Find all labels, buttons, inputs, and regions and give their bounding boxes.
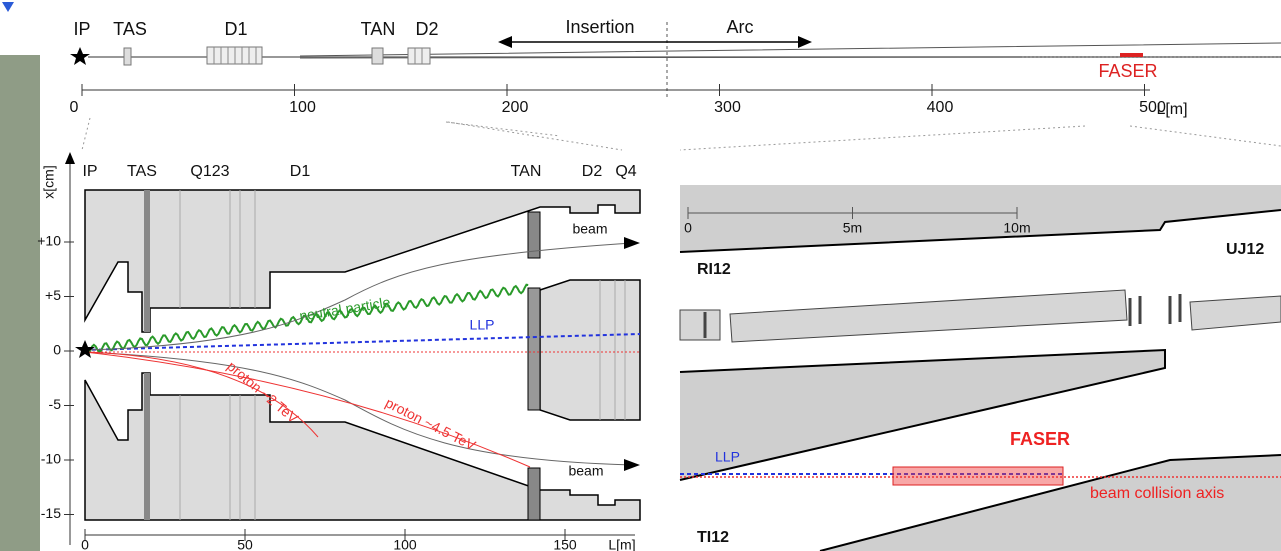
label: IP <box>73 19 90 39</box>
tick-label: 0 <box>53 342 61 358</box>
tick-label: 0 <box>81 537 89 551</box>
cavern-label: TI12 <box>697 529 729 546</box>
ip-star <box>75 340 95 358</box>
element-label: TAS <box>127 163 157 180</box>
tick-label: 100 <box>289 99 316 116</box>
tick-label: -5 <box>49 396 62 412</box>
llp-track <box>84 333 641 351</box>
tick-label: 0 <box>684 220 692 236</box>
photo-strip <box>0 55 40 551</box>
element-label: Q123 <box>190 163 229 180</box>
tick-label: 200 <box>502 99 529 116</box>
axis-unit: L[m] <box>1156 101 1187 118</box>
tick-label: +5 <box>45 287 61 303</box>
proton-low-track <box>84 351 319 438</box>
proton-high-track <box>84 351 531 468</box>
tick-label: 300 <box>714 99 741 116</box>
arc-label: Arc <box>727 17 754 37</box>
element-label: D2 <box>582 163 603 180</box>
element-label: Q4 <box>615 163 636 180</box>
faser-label: FASER <box>1098 61 1157 81</box>
element-label: IP <box>82 163 97 180</box>
label: D1 <box>224 19 247 39</box>
beam-pipe <box>679 289 1281 343</box>
tick-label: 150 <box>553 537 577 551</box>
y-axis-label: x[cm] <box>41 165 57 198</box>
y-axis-arrow <box>65 152 75 164</box>
x-axis-unit: L[m] <box>608 537 635 551</box>
cavern-label: RI12 <box>697 261 731 278</box>
beam-upper-track <box>84 242 633 351</box>
tas-upper <box>144 190 150 332</box>
tan-box <box>371 47 384 65</box>
cavern-label: UJ12 <box>1226 241 1264 258</box>
wedge-edge <box>679 348 1166 481</box>
element-label: D1 <box>290 163 311 180</box>
ti12-edge <box>819 454 1281 551</box>
tick-label: 100 <box>393 537 417 551</box>
overview: IP TAS D1 TAN D2 Insertion Arc FASER L[m… <box>70 17 1281 118</box>
tick-label: 50 <box>237 537 253 551</box>
beam-label: beam <box>568 463 603 479</box>
insertion-label: Insertion <box>565 17 634 37</box>
tick-label: 10m <box>1003 220 1030 236</box>
pipe-flanges <box>703 294 1182 338</box>
tan-middle <box>527 287 541 411</box>
llp-label: LLP <box>470 317 495 333</box>
tas-box <box>123 47 132 66</box>
wedge-wall <box>680 350 1165 480</box>
icon <box>2 2 14 12</box>
label: D2 <box>415 19 438 39</box>
beam-label: beam <box>572 221 607 237</box>
label: TAS <box>113 19 147 39</box>
tick-label: -10 <box>41 451 61 467</box>
tan-lower <box>527 467 541 521</box>
ri12-wall <box>680 185 1281 252</box>
ip-star <box>70 47 90 65</box>
ti12-wall <box>820 455 1281 551</box>
element-label: TAN <box>511 163 542 180</box>
tas-lower <box>144 373 150 520</box>
tick-label: 400 <box>927 99 954 116</box>
tick-label: 5m <box>843 220 862 236</box>
zoom-lines <box>81 117 1281 151</box>
d1-lines <box>213 47 257 64</box>
neutral-label: neutral particle <box>298 294 391 324</box>
magnet-boundaries <box>179 190 626 520</box>
axis-label: beam collision axis <box>1090 485 1224 502</box>
neutral-particle-track <box>84 283 529 355</box>
left-panel: IP TAS Q123 D1 TAN D2 Q4 x[cm] L[m] beam… <box>41 152 641 551</box>
right-panel: RI12 UJ12 TI12 FASER LLP beam collision … <box>679 185 1281 551</box>
tick-label: +10 <box>37 233 61 249</box>
upper-aperture <box>84 189 641 333</box>
ri12-edge <box>679 209 1281 253</box>
faser-label: FASER <box>1010 429 1070 449</box>
label: TAN <box>361 19 396 39</box>
faser-marker <box>1120 53 1143 57</box>
d2-lines <box>414 48 423 64</box>
lower-aperture <box>84 372 641 521</box>
llp-label: LLP <box>715 449 740 465</box>
d2-box <box>407 47 431 65</box>
tick-label: 500 <box>1139 99 1166 116</box>
tick-label: -15 <box>41 505 61 521</box>
tick-label: 0 <box>70 99 79 116</box>
tan-upper <box>527 211 541 259</box>
faser-detector <box>892 466 1064 486</box>
